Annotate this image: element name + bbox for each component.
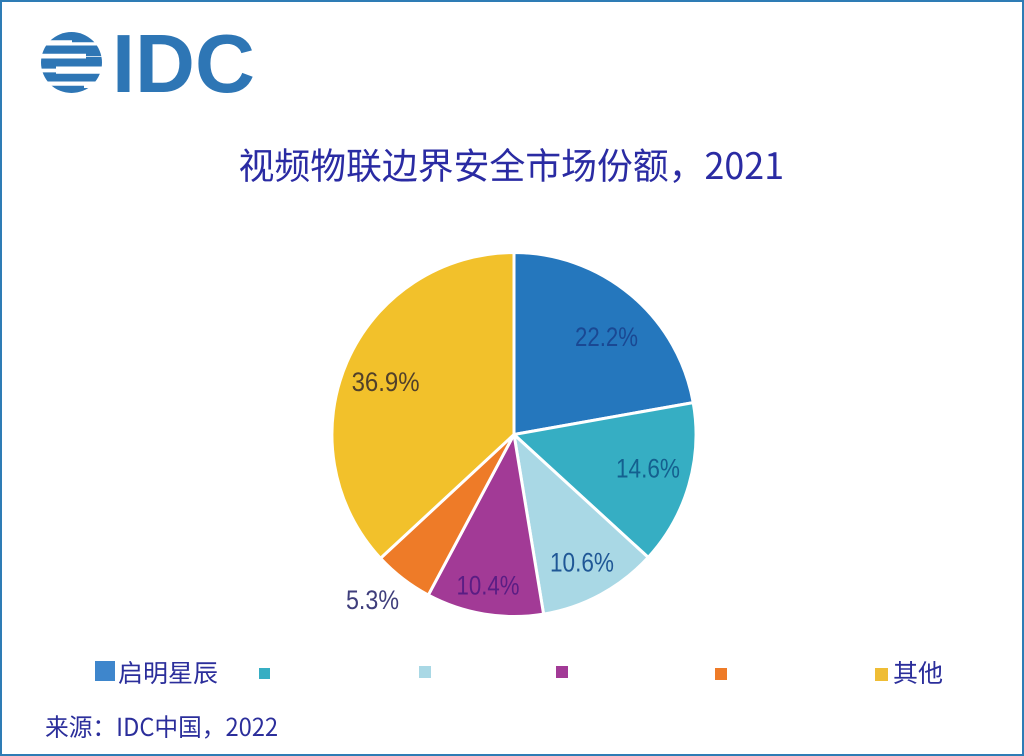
svg-text:14.6%: 14.6%: [616, 454, 680, 484]
svg-text:10.6%: 10.6%: [550, 548, 614, 578]
svg-text:36.9%: 36.9%: [352, 367, 420, 397]
svg-text:5.3%: 5.3%: [346, 585, 399, 615]
svg-text:10.4%: 10.4%: [457, 571, 520, 601]
svg-text:IDC: IDC: [112, 17, 255, 110]
svg-text:22.2%: 22.2%: [575, 322, 638, 352]
